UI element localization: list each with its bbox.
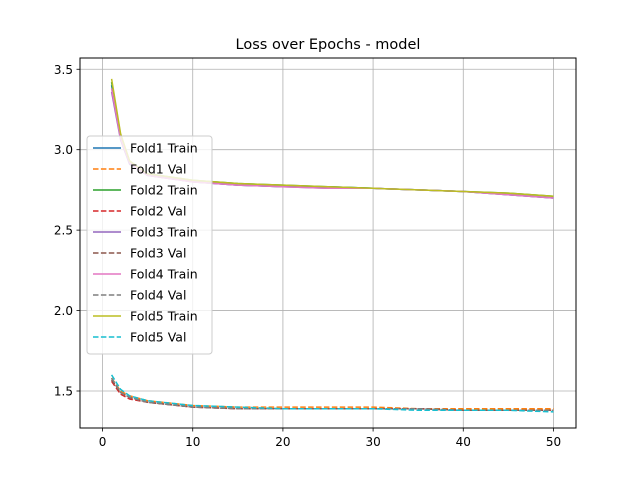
- y-tick-label: 3.0: [54, 143, 73, 157]
- axis-ticks: 0 10 20 30 40 50 1.5 2.0 2.5 3.0 3.5: [54, 63, 561, 449]
- legend-label: Fold5 Train: [130, 309, 198, 324]
- legend-label: Fold4 Val: [130, 288, 186, 303]
- y-tick-label: 3.5: [54, 63, 73, 77]
- legend-label: Fold1 Val: [130, 162, 186, 177]
- x-tick-label: 30: [365, 435, 380, 449]
- series-line-fold5-val: [110, 374, 554, 413]
- x-tick-label: 10: [185, 435, 200, 449]
- legend-label: Fold1 Train: [130, 141, 198, 156]
- legend: Fold1 Train Fold1 Val Fold2 Train Fold2 Val…: [86, 135, 213, 355]
- legend-label: Fold2 Val: [130, 204, 186, 219]
- legend-label: Fold3 Train: [130, 225, 198, 240]
- x-tick-label: 20: [275, 435, 290, 449]
- plot-frame: [79, 57, 577, 429]
- x-tick-label: 40: [456, 435, 471, 449]
- series-line-fold4-val: [110, 377, 554, 412]
- legend-label: Fold4 Train: [130, 267, 198, 282]
- y-tick-label: 2.5: [54, 224, 73, 238]
- legend-label: Fold2 Train: [130, 183, 198, 198]
- legend-label: Fold5 Val: [130, 330, 186, 345]
- y-tick-label: 1.5: [54, 385, 73, 399]
- x-tick-label: 50: [546, 435, 561, 449]
- x-tick-label: 0: [99, 435, 107, 449]
- legend-label: Fold3 Val: [130, 246, 186, 261]
- y-tick-label: 2.0: [54, 304, 73, 318]
- chart-title: Loss over Epochs - model: [236, 37, 421, 53]
